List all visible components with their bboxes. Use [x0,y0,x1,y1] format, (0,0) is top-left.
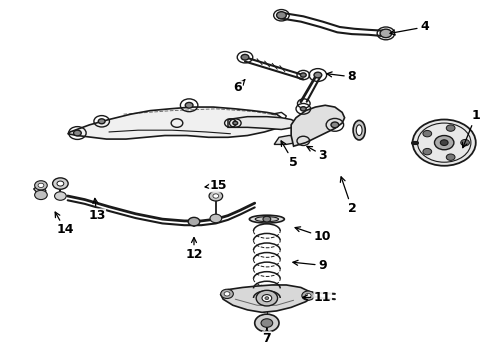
Circle shape [446,154,455,161]
FancyBboxPatch shape [261,120,272,126]
Circle shape [233,121,238,125]
Polygon shape [220,285,313,312]
Circle shape [185,103,193,108]
Text: 1: 1 [463,109,480,148]
Polygon shape [34,185,46,196]
Circle shape [263,216,271,222]
Circle shape [35,190,47,199]
Text: 6: 6 [233,80,245,94]
Circle shape [241,54,249,60]
Polygon shape [68,107,284,139]
Circle shape [300,73,306,77]
Circle shape [413,120,476,166]
Circle shape [210,214,221,223]
Circle shape [52,178,68,189]
Circle shape [423,130,432,137]
Text: 11: 11 [303,291,331,304]
Circle shape [300,107,306,111]
Circle shape [276,12,286,19]
Circle shape [380,29,392,38]
Text: 3: 3 [307,147,327,162]
Circle shape [74,130,81,136]
Circle shape [209,191,222,201]
Circle shape [261,319,273,327]
Circle shape [265,297,269,300]
Circle shape [35,181,47,190]
Text: 13: 13 [88,198,105,222]
Polygon shape [291,105,344,146]
Text: 7: 7 [263,328,271,345]
Text: 5: 5 [281,141,298,169]
Circle shape [331,122,339,128]
Circle shape [302,291,315,300]
Text: 14: 14 [55,212,74,236]
Circle shape [255,314,279,332]
Circle shape [220,289,233,298]
Circle shape [441,140,448,145]
Circle shape [213,194,219,198]
Polygon shape [274,135,301,144]
Circle shape [54,192,66,200]
Text: 10: 10 [295,227,331,243]
Circle shape [256,290,277,306]
FancyBboxPatch shape [249,120,260,126]
Text: 12: 12 [185,238,203,261]
Circle shape [423,148,432,155]
Circle shape [188,217,200,226]
Circle shape [38,183,44,188]
Circle shape [224,292,230,296]
Circle shape [57,181,64,186]
Circle shape [435,135,454,150]
Text: 15: 15 [205,179,227,192]
Circle shape [461,139,469,146]
Ellipse shape [255,217,278,222]
Ellipse shape [353,120,365,140]
FancyBboxPatch shape [312,124,320,130]
Circle shape [314,72,322,78]
Circle shape [446,125,455,131]
Ellipse shape [249,215,284,223]
Text: 4: 4 [390,21,429,35]
Ellipse shape [356,125,362,135]
Text: 8: 8 [327,70,356,83]
Text: 9: 9 [293,259,327,272]
Circle shape [305,293,311,298]
Circle shape [98,119,105,124]
Polygon shape [228,117,298,130]
Circle shape [262,294,272,302]
FancyBboxPatch shape [312,117,320,123]
Text: 2: 2 [341,177,356,215]
